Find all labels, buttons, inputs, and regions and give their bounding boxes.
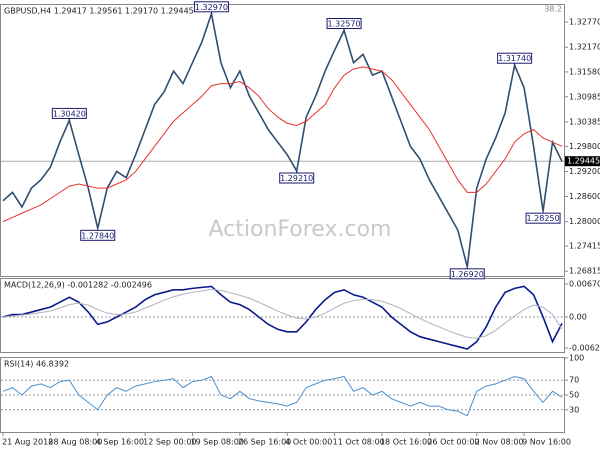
rsi-panel xyxy=(0,357,565,433)
x-tick-label: 11 Oct 08:00 xyxy=(333,438,385,447)
y-tick-label: 0.006706 xyxy=(569,279,600,288)
y-tick-label: 1.30985 xyxy=(569,92,600,101)
annotation-box xyxy=(279,172,315,184)
current-price-box xyxy=(565,156,600,167)
annotation-box xyxy=(193,1,229,13)
annotation-box xyxy=(51,107,87,119)
x-tick-label: 9 Nov 16:00 xyxy=(522,438,571,447)
panel-title: RSI(14) 46.8392 xyxy=(4,360,69,369)
annotation-label: 1.30420 xyxy=(53,109,86,118)
y-tick-label: 1.32170 xyxy=(569,43,600,52)
annotation-label: 1.26920 xyxy=(451,270,484,279)
series-line xyxy=(2,10,563,267)
watermark: ActionForex.com xyxy=(209,217,392,242)
x-tick-label: 26 Oct 00:00 xyxy=(427,438,479,447)
x-tick-label: 28 Aug 08:00 xyxy=(48,438,102,447)
x-tick-label: 4 Sep 16:00 xyxy=(96,438,144,447)
panel-title: GBPUSD,H4 1.29417 1.29561 1.29170 1.2944… xyxy=(4,7,194,16)
y-tick-label: 1.30385 xyxy=(569,117,600,126)
y-tick-label: 50 xyxy=(569,391,579,400)
panel-title: MACD(12,26,9) -0.001282 -0.002496 xyxy=(4,281,152,290)
x-tick-label: 26 Sep 16:00 xyxy=(238,438,291,447)
x-tick-label: 12 Sep 00:00 xyxy=(143,438,196,447)
macd-panel xyxy=(0,278,565,353)
y-tick-label: 1.29200 xyxy=(569,167,600,176)
y-tick-label: 30 xyxy=(569,405,579,414)
annotation-label: 1.29210 xyxy=(280,174,313,183)
annotation-box xyxy=(525,212,561,224)
x-tick-label: 18 Oct 16:00 xyxy=(380,438,432,447)
y-tick-label: 1.28600 xyxy=(569,192,600,201)
x-tick-label: 19 Sep 08:00 xyxy=(190,438,243,447)
y-tick-label: -0.00628 xyxy=(569,343,600,352)
annotation-label: 1.27840 xyxy=(81,231,114,240)
series-line xyxy=(2,285,563,350)
corner-label: 38.2 xyxy=(544,5,562,14)
y-tick-label: 1.28000 xyxy=(569,217,600,226)
series-line xyxy=(2,375,563,417)
annotation-box xyxy=(326,18,362,30)
y-tick-label: 0.00 xyxy=(569,312,587,321)
annotation-box xyxy=(449,268,485,280)
annotation-label: 1.28250 xyxy=(527,214,560,223)
annotation-label: 1.31740 xyxy=(498,54,531,63)
x-tick-label: 21 Aug 2018 xyxy=(2,438,53,447)
current-price-label: 1.29445 xyxy=(567,157,600,166)
y-tick-label: 100 xyxy=(569,354,584,363)
y-tick-label: 1.27415 xyxy=(569,242,600,251)
x-tick-label: 4 Oct 00:00 xyxy=(285,438,332,447)
annotation-box xyxy=(80,229,116,241)
series-line xyxy=(2,288,563,339)
x-tick-label: 2 Nov 08:00 xyxy=(475,438,524,447)
y-tick-label: 1.29800 xyxy=(569,142,600,151)
y-tick-label: 1.31580 xyxy=(569,67,600,76)
y-tick-label: 1.26815 xyxy=(569,267,600,276)
annotation-label: 1.32970 xyxy=(195,3,228,12)
price-panel xyxy=(0,4,565,277)
series-line xyxy=(2,66,563,223)
annotation-box xyxy=(497,52,533,64)
y-tick-label: 70 xyxy=(569,376,579,385)
y-tick-label: 1.32770 xyxy=(569,18,600,27)
annotation-label: 1.32570 xyxy=(328,20,361,29)
